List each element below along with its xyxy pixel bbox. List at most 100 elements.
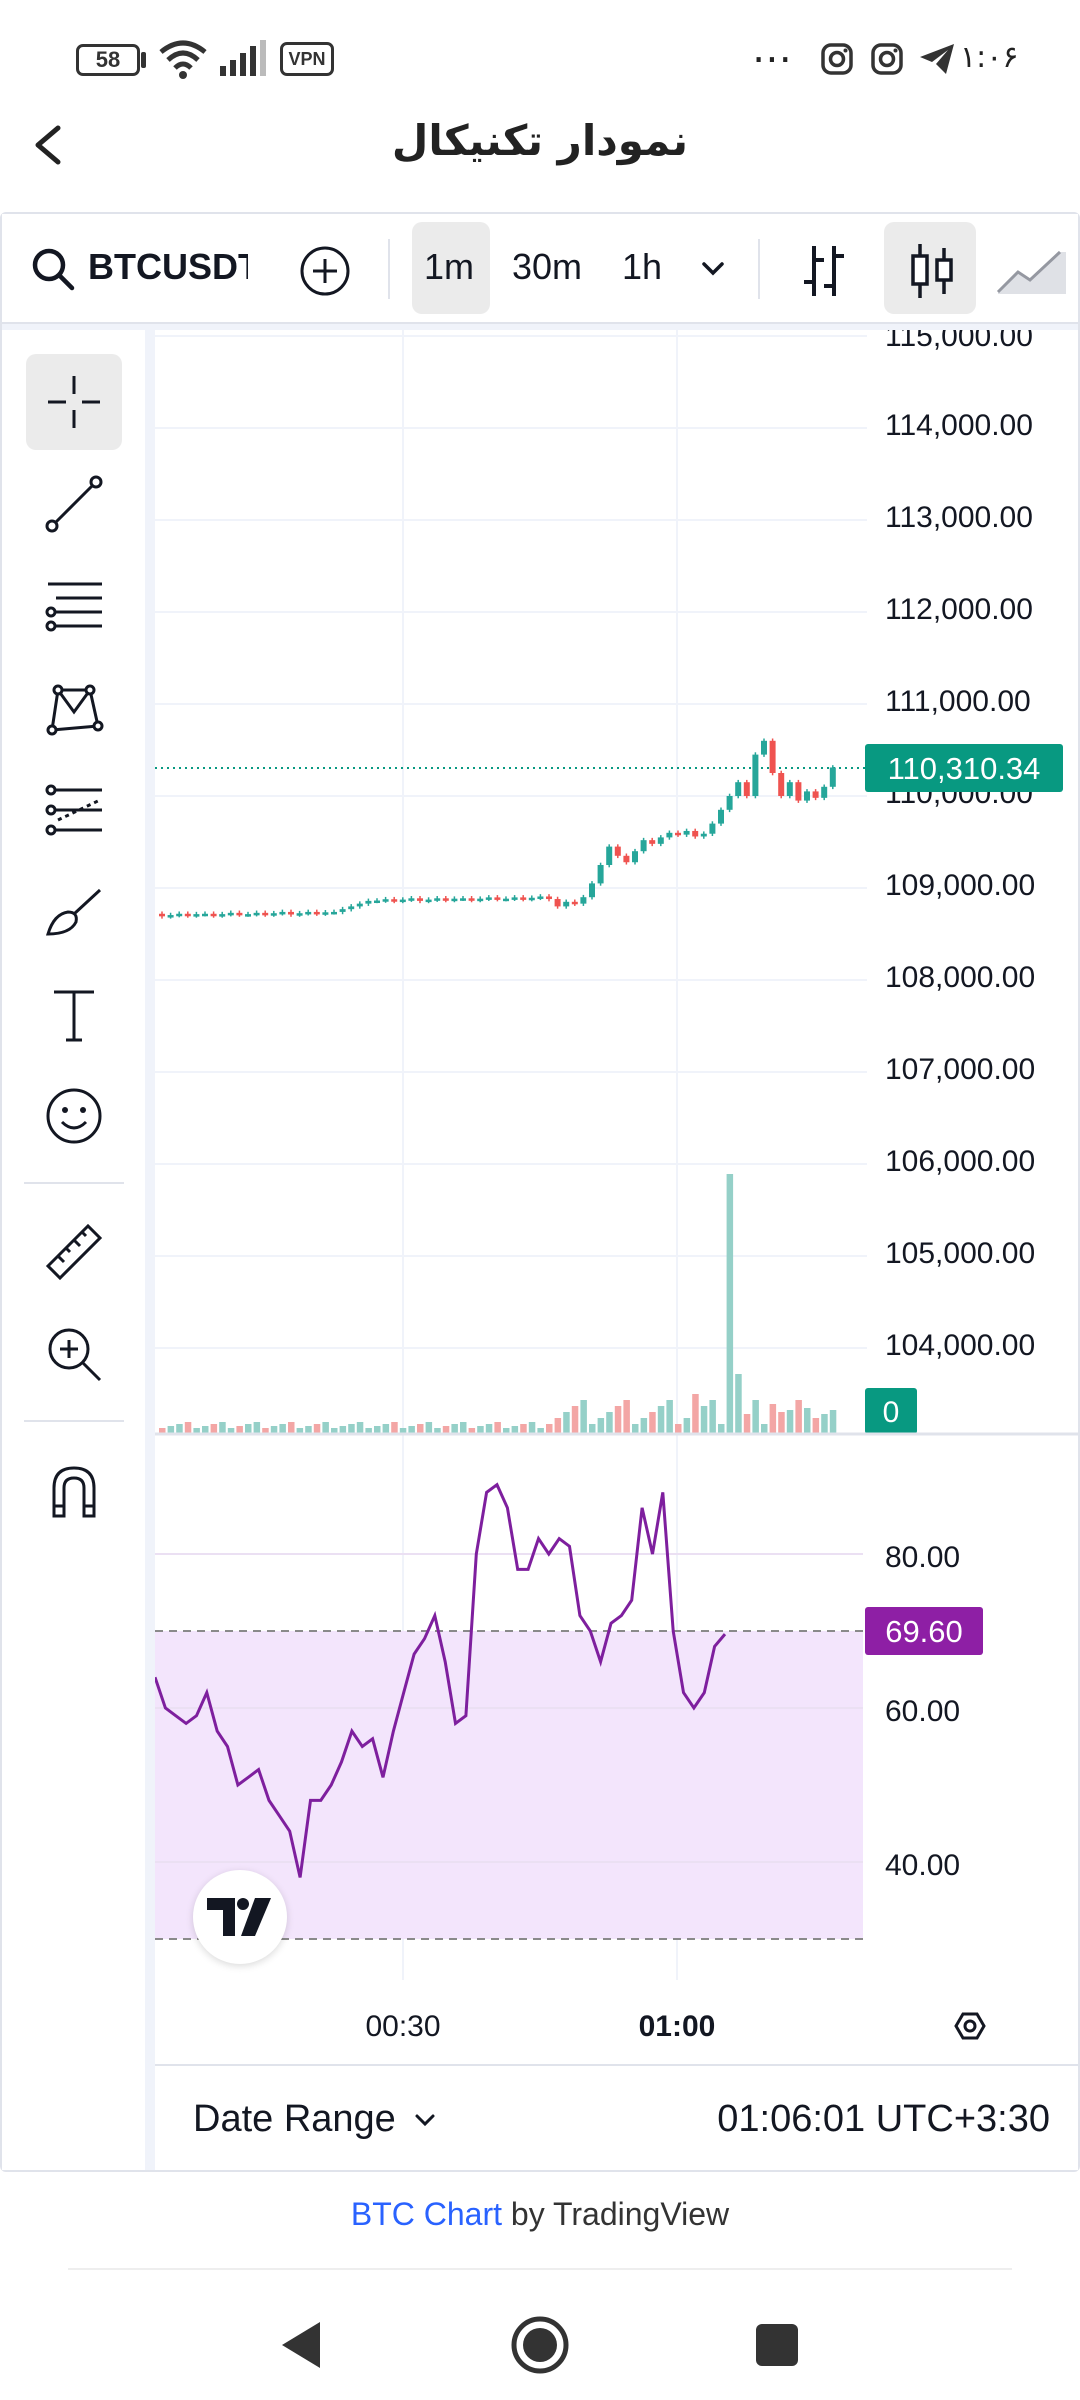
volume-bar <box>442 1426 450 1434</box>
candle-body <box>485 897 492 900</box>
nav-back-button[interactable] <box>268 2310 338 2380</box>
settings-icon[interactable] <box>954 2012 986 2040</box>
volume-bar <box>675 1424 682 1434</box>
candle-body <box>718 809 724 824</box>
volume-bar <box>288 1422 295 1434</box>
candle-body <box>219 914 226 917</box>
text-tool[interactable] <box>26 966 122 1062</box>
candle-body <box>632 851 638 863</box>
candle-body <box>640 840 647 852</box>
candle-body <box>795 782 802 801</box>
tradingview-logo[interactable] <box>193 1870 287 1964</box>
chart-clock[interactable]: 01:06:01 UTC+3:30 <box>717 2098 1050 2140</box>
candles-button[interactable] <box>884 222 976 314</box>
price-tick-label: 109,000.00 <box>885 869 1035 902</box>
crosshair-tool[interactable] <box>26 354 122 450</box>
nav-recents-button[interactable] <box>742 2310 812 2380</box>
candle-body <box>683 830 690 835</box>
toolbar-divider <box>388 239 390 299</box>
candle-body <box>202 913 208 917</box>
candle-body <box>313 911 320 915</box>
back-button[interactable] <box>18 110 78 180</box>
volume-bar <box>786 1410 794 1434</box>
volume-bar <box>804 1408 811 1434</box>
candle-body <box>709 823 716 834</box>
interval-1h[interactable]: 1h <box>622 246 663 287</box>
candle-body <box>382 899 389 902</box>
chevron-down-icon[interactable] <box>411 2110 439 2130</box>
volume-bar <box>485 1424 493 1434</box>
pattern-tool[interactable] <box>26 660 122 756</box>
candle-body <box>614 846 621 856</box>
candle-body <box>356 903 363 907</box>
volume-bar <box>683 1418 691 1434</box>
add-symbol-button[interactable] <box>298 244 352 298</box>
chart-canvas[interactable]: 115,000.00 114,000.00 113,000.00 112,000… <box>155 330 1078 2060</box>
volume-bar <box>245 1424 252 1434</box>
candle-body <box>227 912 234 916</box>
ruler-tool[interactable] <box>26 1204 122 1300</box>
zoom-in-icon <box>48 1328 102 1382</box>
volume-bar <box>391 1422 398 1434</box>
chevron-down-icon[interactable] <box>698 256 728 280</box>
price-tick-label: 106,000.00 <box>885 1145 1035 1178</box>
volume-bar <box>305 1426 312 1434</box>
trend-line-icon <box>45 475 103 533</box>
candle-body <box>649 840 656 844</box>
brush-tool[interactable] <box>26 864 122 960</box>
interval-1m[interactable] <box>412 222 490 314</box>
chart-pane[interactable]: 115,000.00 114,000.00 113,000.00 112,000… <box>155 330 1078 2170</box>
candle-body <box>442 898 449 901</box>
price-tick-label: 107,000.00 <box>885 1053 1035 1086</box>
magnet-tool[interactable] <box>26 1444 122 1540</box>
instagram-icon <box>871 43 903 75</box>
volume-bar <box>640 1418 648 1434</box>
candle-body <box>365 900 372 904</box>
candle-body <box>563 901 570 907</box>
last-price-label: 110,310.34 <box>888 751 1041 786</box>
candle-body <box>503 898 509 902</box>
candle-body <box>786 782 793 796</box>
clock-status: ۱:۰۶ <box>960 40 1019 75</box>
btc-chart-link[interactable]: BTC Chart <box>350 2196 503 2232</box>
app-header: نمودار تکنیکال <box>0 90 1080 210</box>
volume-bar <box>752 1400 759 1434</box>
candle-body <box>743 782 750 796</box>
fib-retracement-tool[interactable] <box>26 558 122 654</box>
symbol-input[interactable]: BTCUSDT <box>88 246 248 287</box>
candle-body <box>193 914 200 917</box>
volume-bar <box>503 1428 510 1434</box>
emoji-tool[interactable] <box>26 1068 122 1164</box>
bars-icon[interactable] <box>798 242 850 300</box>
attribution-separator <box>68 2268 1012 2270</box>
drawing-toolbar <box>2 330 145 2170</box>
volume-bar <box>425 1422 433 1434</box>
forecast-tool[interactable] <box>26 762 122 858</box>
date-range-button[interactable]: Date Range <box>193 2098 396 2140</box>
battery-tip <box>141 52 146 68</box>
volume-bar <box>227 1428 235 1434</box>
candle-body <box>812 791 819 798</box>
price-axis: 115,000.00 114,000.00 113,000.00 112,000… <box>885 330 1035 1362</box>
candle-body <box>184 913 191 917</box>
interval-30m[interactable]: 30m <box>512 246 583 287</box>
trend-line-tool[interactable] <box>26 456 122 552</box>
volume-bar <box>709 1400 716 1434</box>
candle-body <box>546 896 552 900</box>
candle-body <box>821 786 828 798</box>
volume-bar <box>159 1428 166 1434</box>
volume-bar <box>219 1422 226 1434</box>
price-tick-label: 112,000.00 <box>885 593 1033 626</box>
price-tick-label: 114,000.00 <box>885 409 1033 442</box>
nav-home-button[interactable] <box>505 2310 575 2380</box>
volume-bar <box>761 1424 768 1434</box>
tradingview-logo-icon <box>207 1898 271 1936</box>
candle-body <box>176 913 183 917</box>
search-icon[interactable] <box>30 246 76 292</box>
area-chart-icon[interactable] <box>996 248 1068 296</box>
instagram-icon <box>821 43 853 75</box>
forecast-icon <box>45 784 102 836</box>
candle-body <box>692 830 699 837</box>
zoom-tool[interactable] <box>26 1306 122 1402</box>
price-tick-label: 105,000.00 <box>885 1237 1035 1270</box>
